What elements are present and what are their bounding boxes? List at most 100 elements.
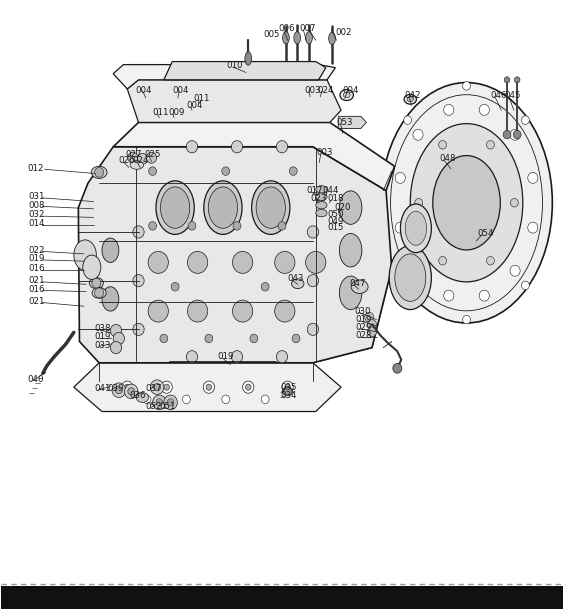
Text: 014: 014 bbox=[29, 219, 45, 228]
Text: 041: 041 bbox=[94, 384, 111, 393]
Circle shape bbox=[487, 140, 495, 149]
Ellipse shape bbox=[131, 84, 156, 104]
Polygon shape bbox=[113, 65, 336, 89]
Text: 043: 043 bbox=[288, 274, 304, 283]
Circle shape bbox=[122, 381, 133, 393]
Circle shape bbox=[111, 342, 122, 354]
Ellipse shape bbox=[251, 67, 257, 71]
Circle shape bbox=[522, 116, 530, 124]
Circle shape bbox=[250, 334, 258, 343]
Circle shape bbox=[152, 105, 162, 116]
Circle shape bbox=[125, 384, 138, 399]
Circle shape bbox=[128, 152, 138, 163]
Circle shape bbox=[128, 388, 135, 395]
Circle shape bbox=[404, 116, 412, 124]
Circle shape bbox=[275, 300, 295, 322]
Circle shape bbox=[231, 141, 243, 153]
Circle shape bbox=[504, 77, 510, 83]
Circle shape bbox=[522, 281, 530, 290]
Circle shape bbox=[444, 290, 454, 301]
Circle shape bbox=[278, 221, 286, 230]
Text: 011: 011 bbox=[193, 93, 210, 102]
Circle shape bbox=[261, 282, 269, 291]
Ellipse shape bbox=[306, 32, 312, 44]
Ellipse shape bbox=[351, 280, 368, 293]
Circle shape bbox=[292, 334, 300, 343]
Text: 042: 042 bbox=[404, 90, 421, 99]
Text: 044: 044 bbox=[323, 186, 339, 195]
Text: 039: 039 bbox=[108, 384, 124, 393]
Circle shape bbox=[125, 384, 130, 390]
Ellipse shape bbox=[340, 276, 362, 309]
Ellipse shape bbox=[292, 279, 304, 289]
Ellipse shape bbox=[343, 92, 350, 98]
Polygon shape bbox=[313, 147, 392, 363]
Circle shape bbox=[395, 222, 406, 233]
Circle shape bbox=[510, 198, 518, 207]
Ellipse shape bbox=[316, 193, 327, 200]
Ellipse shape bbox=[340, 234, 362, 267]
Polygon shape bbox=[164, 62, 326, 80]
Ellipse shape bbox=[130, 161, 144, 170]
Ellipse shape bbox=[256, 187, 285, 228]
Ellipse shape bbox=[136, 393, 149, 403]
Circle shape bbox=[133, 274, 144, 287]
Polygon shape bbox=[74, 363, 341, 412]
Circle shape bbox=[147, 152, 157, 163]
Circle shape bbox=[514, 77, 520, 83]
Bar bbox=[1, 586, 563, 609]
Circle shape bbox=[232, 300, 253, 322]
Ellipse shape bbox=[89, 278, 103, 289]
Circle shape bbox=[133, 323, 144, 336]
Circle shape bbox=[154, 384, 161, 391]
Text: 019: 019 bbox=[29, 254, 45, 264]
Circle shape bbox=[510, 265, 520, 276]
Circle shape bbox=[503, 131, 511, 139]
Circle shape bbox=[160, 334, 168, 343]
Text: 024: 024 bbox=[133, 156, 149, 165]
Text: 023: 023 bbox=[311, 194, 327, 203]
Circle shape bbox=[182, 395, 190, 404]
Ellipse shape bbox=[204, 181, 242, 234]
Circle shape bbox=[187, 300, 208, 322]
Circle shape bbox=[203, 381, 214, 393]
Circle shape bbox=[368, 327, 377, 337]
Ellipse shape bbox=[407, 97, 413, 102]
Circle shape bbox=[186, 351, 197, 363]
Text: 047: 047 bbox=[350, 279, 366, 288]
Circle shape bbox=[307, 226, 319, 238]
Ellipse shape bbox=[158, 91, 168, 99]
Circle shape bbox=[161, 381, 172, 393]
Circle shape bbox=[365, 312, 374, 322]
Ellipse shape bbox=[153, 87, 173, 104]
Text: 035: 035 bbox=[281, 382, 297, 392]
Circle shape bbox=[404, 281, 412, 290]
Text: 033: 033 bbox=[94, 340, 111, 350]
Text: 021: 021 bbox=[29, 297, 45, 306]
Text: 007: 007 bbox=[299, 24, 316, 32]
Text: 048: 048 bbox=[439, 154, 456, 163]
Circle shape bbox=[528, 173, 538, 184]
Circle shape bbox=[95, 168, 104, 177]
Circle shape bbox=[368, 320, 377, 329]
Ellipse shape bbox=[208, 187, 237, 228]
Ellipse shape bbox=[156, 181, 194, 234]
Text: 038: 038 bbox=[94, 324, 111, 332]
Circle shape bbox=[186, 141, 197, 153]
Ellipse shape bbox=[248, 65, 260, 73]
Ellipse shape bbox=[340, 90, 354, 101]
Circle shape bbox=[206, 384, 212, 390]
Circle shape bbox=[148, 251, 168, 273]
Circle shape bbox=[153, 395, 166, 410]
Ellipse shape bbox=[329, 32, 336, 45]
Ellipse shape bbox=[214, 65, 226, 73]
Circle shape bbox=[171, 282, 179, 291]
Circle shape bbox=[187, 251, 208, 273]
Ellipse shape bbox=[284, 65, 297, 73]
Polygon shape bbox=[338, 117, 367, 129]
Ellipse shape bbox=[404, 95, 416, 104]
Text: 003: 003 bbox=[316, 148, 333, 157]
Ellipse shape bbox=[400, 204, 431, 253]
Circle shape bbox=[285, 384, 290, 390]
Circle shape bbox=[513, 131, 521, 139]
